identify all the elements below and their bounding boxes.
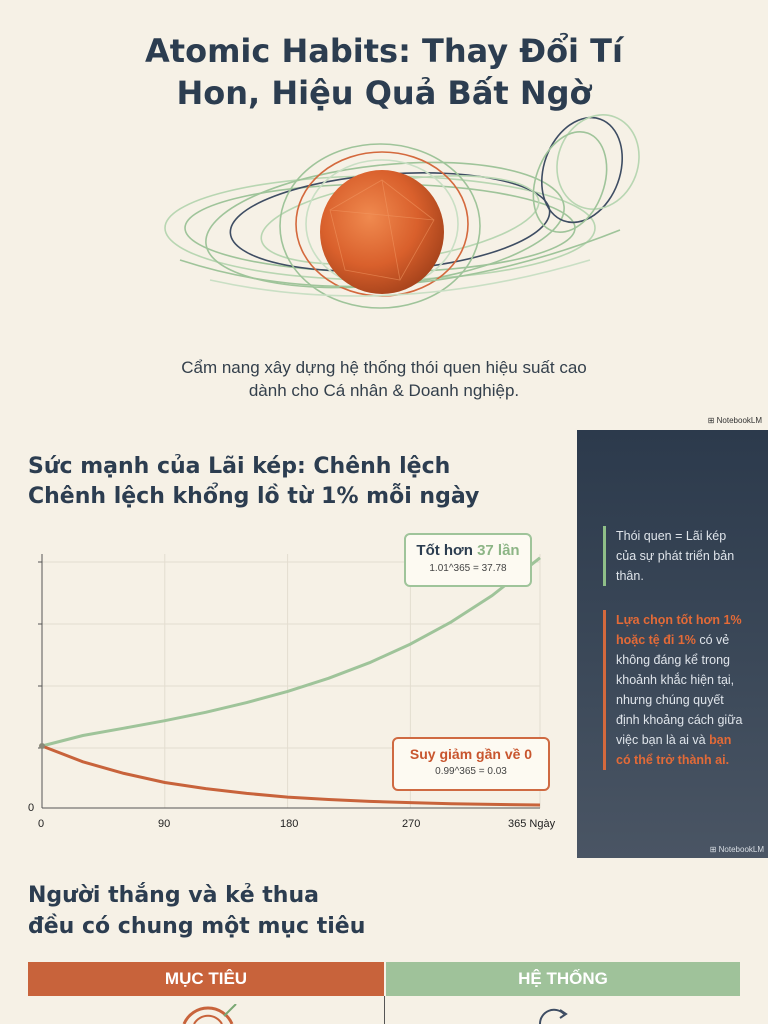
side-quote-orange: Lựa chọn tốt hơn 1% hoặc tệ đi 1% có vẻ … [603, 610, 746, 770]
goals-heading: Người thắng và kẻ thua đều có chung một … [28, 880, 365, 942]
callout-better-highlight: 37 lần [477, 542, 520, 559]
sphere-facet [381, 179, 401, 281]
column-header-goal: MỤC TIÊU [28, 962, 384, 996]
notebooklm-watermark: ⊞ NotebookLM [708, 416, 762, 425]
side-quote-highlight: Lựa chọn tốt hơn 1% hoặc tệ đi 1% [616, 613, 742, 647]
compound-heading-line2: Chênh lệch khổng lồ từ 1% mỗi ngày [28, 484, 480, 509]
orbit-ring [556, 114, 640, 210]
column-divider [384, 996, 385, 1024]
series-line-better [41, 556, 541, 748]
sphere-facet [329, 209, 435, 221]
x-tick-label: 270 [402, 818, 421, 830]
x-tick-label: 90 [158, 818, 171, 830]
notebooklm-label: NotebookLM [718, 845, 764, 854]
page-title: Atomic Habits: Thay Đổi Tí Hon, Hiệu Quả… [0, 30, 768, 114]
callout-better-title: Tốt hơn 37 lần [406, 542, 530, 559]
callout-better-prefix: Tốt hơn [416, 542, 478, 559]
subtitle-line1: Cẩm nang xây dựng hệ thống thói quen hiệ… [181, 358, 587, 377]
callout-decline-formula: 0.99^365 = 0.03 [435, 766, 507, 777]
callout-better: Tốt hơn 37 lần 1.01^365 = 37.78 [404, 533, 532, 587]
y-tick-label: 0 [28, 802, 35, 814]
notebooklm-label: NotebookLM [716, 416, 762, 425]
side-quote-green: Thói quen = Lãi kép của sự phát triển bả… [603, 526, 746, 586]
side-quote-highlight: bạn có thể trở thành ai. [616, 733, 732, 767]
compound-heading-line1: Sức mạnh của Lãi kép: Chênh lệch [28, 454, 451, 479]
target-icon [182, 1004, 237, 1024]
orbit-ring [279, 143, 481, 309]
column-header-system: HỆ THỐNG [386, 962, 740, 996]
goals-heading-line1: Người thắng và kẻ thua [28, 883, 319, 908]
series-start-point [39, 743, 45, 749]
notebooklm-icon: ⊞ [707, 416, 717, 425]
habits-side-panel: Thói quen = Lãi kép của sự phát triển bả… [577, 430, 768, 858]
hero-orbit-illustration [164, 114, 640, 309]
callout-decline: Suy giảm gần về 0 0.99^365 = 0.03 [392, 737, 550, 791]
series-line-worse [41, 744, 541, 807]
page-subtitle: Cẩm nang xây dựng hệ thống thói quen hiệ… [0, 356, 768, 402]
orange-sphere [320, 170, 444, 294]
side-quote-body: có vẻ không đáng kể trong khoảnh khắc hi… [616, 633, 743, 747]
notebooklm-watermark: ⊞ NotebookLM [710, 845, 764, 854]
orbit-ring [540, 116, 624, 224]
subtitle-line2: dành cho Cá nhân & Doanh nghiệp. [248, 381, 520, 400]
page-title-line2: Hon, Hiệu Quả Bất Ngờ [176, 74, 592, 112]
compound-heading: Sức mạnh của Lãi kép: Chênh lệch Chênh l… [28, 452, 479, 512]
notebooklm-icon: ⊞ [709, 845, 719, 854]
callout-decline-title: Suy giảm gần về 0 [409, 746, 533, 762]
orbit-ring [532, 130, 608, 234]
page-title-line1: Atomic Habits: Thay Đổi Tí [145, 32, 623, 70]
gear-cycle-icon [538, 1008, 568, 1024]
sphere-facet [329, 179, 435, 281]
x-tick-label: 365 Ngày [508, 818, 556, 830]
x-tick-label: 0 [38, 818, 45, 830]
orbit-ring [209, 259, 591, 297]
x-tick-label: 180 [280, 818, 299, 830]
goals-heading-line2: đều có chung một mục tiêu [28, 914, 366, 939]
callout-better-formula: 1.01^365 = 37.78 [429, 563, 507, 574]
